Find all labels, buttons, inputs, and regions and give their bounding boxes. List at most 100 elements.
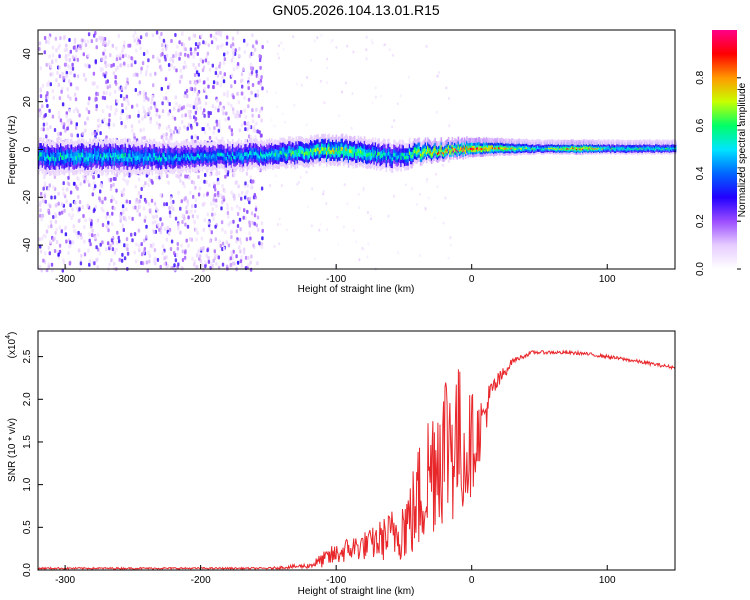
signal-cell [129, 149, 132, 155]
noise-cell [77, 177, 80, 181]
signal-cell [44, 159, 46, 165]
noise-cell [251, 44, 255, 49]
signal-cell [107, 151, 110, 157]
signal-cell [369, 140, 372, 146]
signal-cell [144, 140, 146, 146]
signal-cell [471, 137, 473, 143]
signal-cell [494, 140, 496, 146]
noise-cell [227, 243, 231, 248]
signal-cell [441, 141, 444, 147]
signal-cell [38, 169, 40, 175]
signal-cell [268, 154, 271, 159]
signal-cell [303, 151, 306, 156]
noise-cell [123, 256, 127, 261]
noise-cell [137, 228, 141, 233]
signal-cell [344, 144, 346, 149]
noise-cell [257, 114, 261, 119]
signal-cell [149, 144, 151, 149]
noise-cell [216, 181, 219, 186]
noise-cell [197, 62, 201, 67]
noise-cell [198, 41, 201, 46]
signal-cell [321, 149, 323, 155]
signal-cell [238, 150, 240, 156]
signal-cell [321, 157, 323, 163]
noise-cell [240, 255, 243, 259]
signal-cell [301, 152, 304, 158]
noise-cell [70, 133, 73, 137]
signal-cell [60, 166, 62, 172]
signal-cell [99, 163, 101, 169]
signal-cell [149, 152, 151, 158]
noise-cell [221, 200, 224, 205]
signal-cell [213, 159, 216, 165]
signal-cell [273, 144, 275, 150]
noise-cell [161, 101, 164, 106]
signal-cell [308, 153, 311, 159]
signal-cell [186, 160, 189, 165]
signal-cell [433, 142, 435, 148]
signal-cell [473, 137, 476, 143]
noise-cell [230, 132, 234, 137]
noise-cell [108, 118, 111, 123]
signal-cell [255, 142, 257, 148]
signal-cell [60, 143, 62, 149]
signal-cell [267, 145, 269, 151]
signal-cell [336, 156, 339, 162]
signal-cell [375, 157, 378, 163]
signal-cell [460, 138, 462, 144]
signal-cell [92, 149, 95, 154]
signal-cell [235, 165, 238, 171]
signal-cell [197, 145, 200, 151]
signal-cell [199, 161, 201, 167]
signal-cell [272, 145, 274, 151]
signal-cell [116, 145, 118, 151]
signal-cell [73, 151, 75, 157]
noise-cell [69, 190, 73, 195]
noise-cell [244, 216, 247, 220]
signal-cell [258, 166, 261, 171]
noise-cell [240, 91, 244, 96]
signal-cell [112, 147, 114, 153]
signal-cell [279, 161, 282, 167]
signal-cell [39, 151, 41, 157]
signal-cell [380, 149, 383, 155]
noise-cell [436, 74, 439, 78]
noise-cell [75, 122, 78, 127]
signal-cell [60, 160, 62, 166]
signal-cell [216, 151, 218, 157]
signal-cell [250, 149, 252, 155]
signal-cell [518, 138, 521, 144]
noise-cell [236, 65, 239, 70]
signal-cell [80, 143, 83, 149]
signal-cell [302, 146, 305, 152]
signal-cell [362, 143, 365, 149]
noise-cell [169, 128, 172, 133]
noise-cell [156, 257, 160, 262]
noise-cell [346, 202, 349, 206]
noise-cell [213, 126, 216, 130]
signal-cell [323, 146, 325, 152]
signal-cell [290, 151, 293, 157]
signal-cell [305, 138, 307, 143]
signal-cell [419, 145, 422, 151]
signal-cell [252, 138, 255, 144]
signal-cell [393, 163, 395, 169]
signal-cell [495, 151, 497, 157]
signal-cell [357, 135, 360, 141]
noise-cell [260, 221, 264, 226]
signal-cell [310, 154, 312, 160]
signal-cell [110, 148, 112, 154]
noise-cell [168, 206, 171, 210]
noise-cell [155, 112, 158, 117]
noise-cell [138, 248, 141, 253]
noise-cell [392, 53, 395, 57]
signal-cell [262, 149, 264, 155]
chart-title: GN05.2026.104.13.01.R15 [272, 2, 440, 18]
signal-cell [374, 156, 377, 162]
noise-cell [104, 64, 108, 69]
signal-cell [120, 157, 123, 163]
noise-cell [189, 86, 193, 91]
signal-cell [123, 170, 125, 176]
signal-cell [111, 169, 113, 175]
signal-cell [117, 168, 119, 174]
